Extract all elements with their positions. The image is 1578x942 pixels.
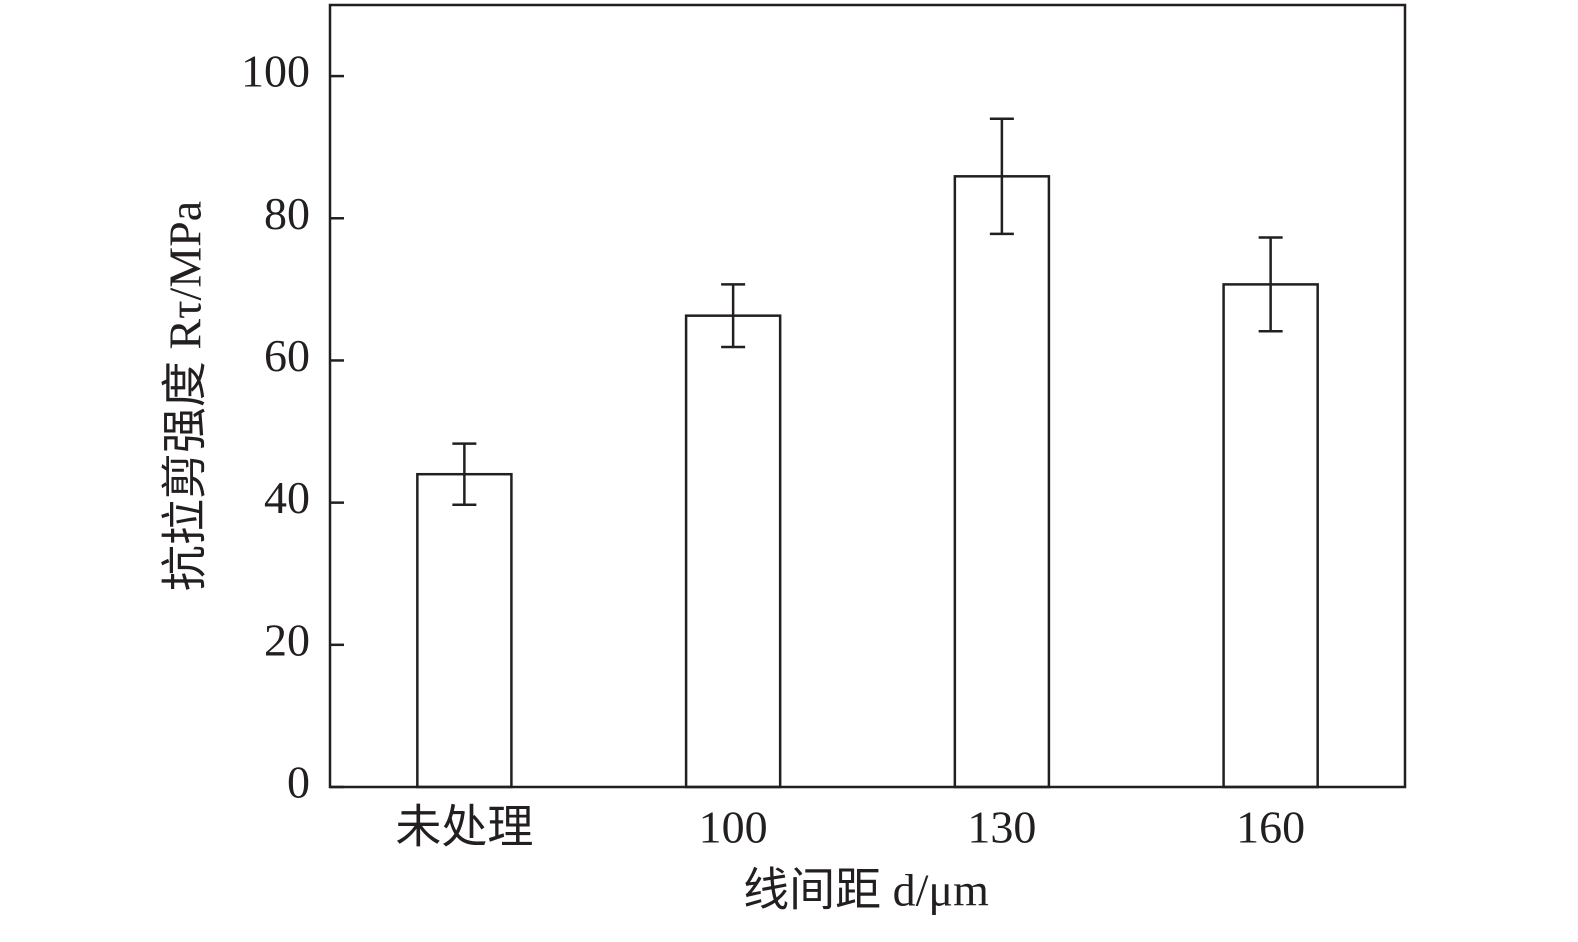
y-tick-label: 60	[264, 330, 310, 381]
bar	[684, 314, 782, 789]
x-axis-label: 线间距 d/μm	[743, 865, 989, 916]
y-axis-label: 抗拉剪强度 Rτ/MPa	[160, 201, 211, 591]
y-tick-label: 100	[241, 46, 310, 97]
plot-frame	[328, 3, 1407, 789]
x-tick-label: 160	[1236, 802, 1305, 853]
y-tick-label: 0	[287, 757, 310, 808]
x-tick-label: 100	[699, 802, 768, 853]
y-tick-label: 80	[264, 188, 310, 239]
y-tick-label: 40	[264, 472, 310, 523]
y-tick-label: 20	[264, 614, 310, 665]
x-tick-label: 130	[967, 802, 1036, 853]
x-tick-label: 未处理	[395, 802, 533, 853]
bar	[953, 175, 1051, 789]
bar	[1222, 283, 1319, 789]
bar	[416, 472, 513, 789]
